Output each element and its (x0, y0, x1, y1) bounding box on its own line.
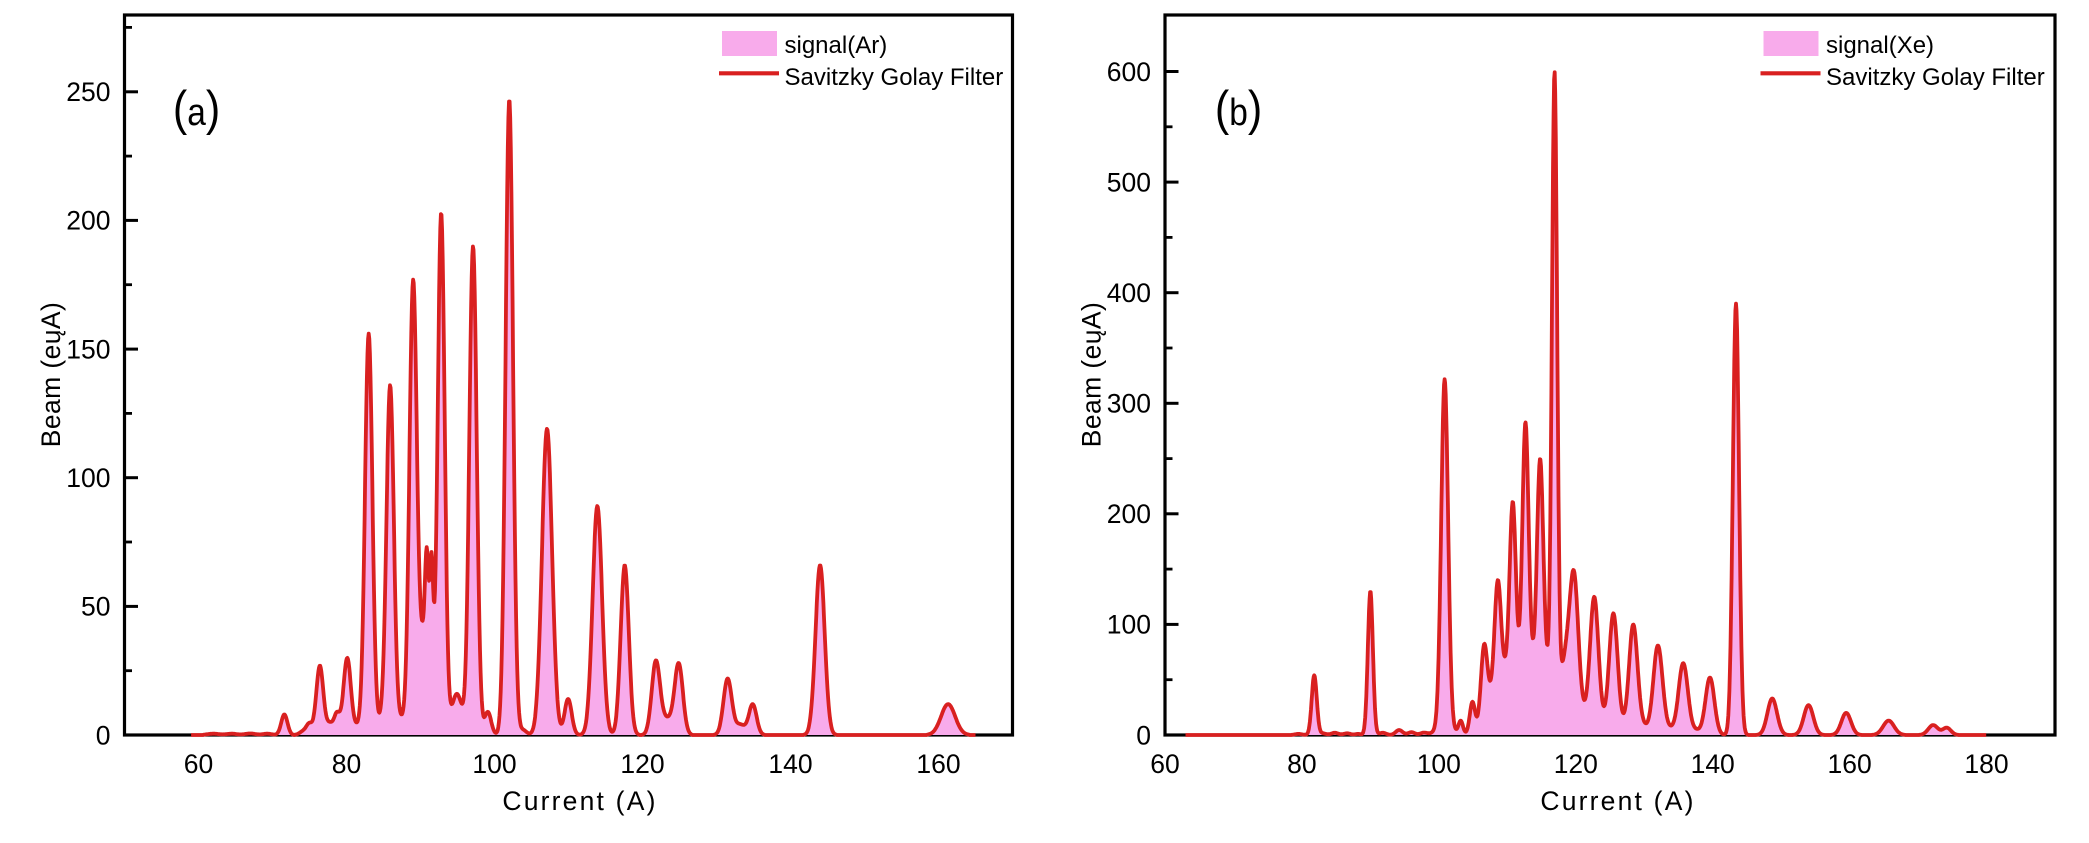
svg-text:200: 200 (66, 206, 110, 236)
svg-text:50: 50 (81, 592, 110, 622)
svg-text:Beam (eųA): Beam (eųA) (36, 302, 66, 447)
svg-text:400: 400 (1107, 278, 1151, 308)
svg-text:100: 100 (66, 463, 110, 493)
svg-text:120: 120 (1554, 749, 1598, 779)
svg-text:200: 200 (1107, 499, 1151, 529)
svg-text:120: 120 (620, 749, 664, 779)
svg-text:140: 140 (768, 749, 812, 779)
svg-text:Current (A): Current (A) (1540, 786, 1695, 816)
svg-text:60: 60 (1150, 749, 1179, 779)
svg-text:160: 160 (1827, 749, 1871, 779)
svg-text:100: 100 (472, 749, 516, 779)
svg-text:150: 150 (66, 334, 110, 364)
svg-text:600: 600 (1107, 57, 1151, 87)
svg-text:Savitzky Golay Filter: Savitzky Golay Filter (1826, 64, 2045, 91)
svg-text:140: 140 (1691, 749, 1735, 779)
svg-text:80: 80 (1287, 749, 1316, 779)
svg-text:Savitzky Golay Filter: Savitzky Golay Filter (785, 64, 1004, 91)
svg-text:signal(Ar): signal(Ar) (785, 32, 888, 59)
svg-text:Current (A): Current (A) (502, 786, 657, 816)
svg-text:(a): (a) (173, 80, 220, 135)
svg-text:180: 180 (1964, 749, 2008, 779)
svg-text:80: 80 (332, 749, 361, 779)
svg-text:100: 100 (1417, 749, 1461, 779)
svg-text:0: 0 (1136, 720, 1151, 750)
svg-text:160: 160 (916, 749, 960, 779)
svg-text:250: 250 (66, 77, 110, 107)
svg-text:Beam (eųA): Beam (eųA) (1077, 302, 1107, 447)
svg-text:100: 100 (1107, 610, 1151, 640)
svg-text:0: 0 (96, 720, 111, 750)
svg-text:signal(Xe): signal(Xe) (1826, 32, 1934, 59)
svg-text:500: 500 (1107, 167, 1151, 197)
svg-text:60: 60 (184, 749, 213, 779)
svg-text:(b): (b) (1215, 80, 1262, 135)
svg-text:300: 300 (1107, 389, 1151, 419)
